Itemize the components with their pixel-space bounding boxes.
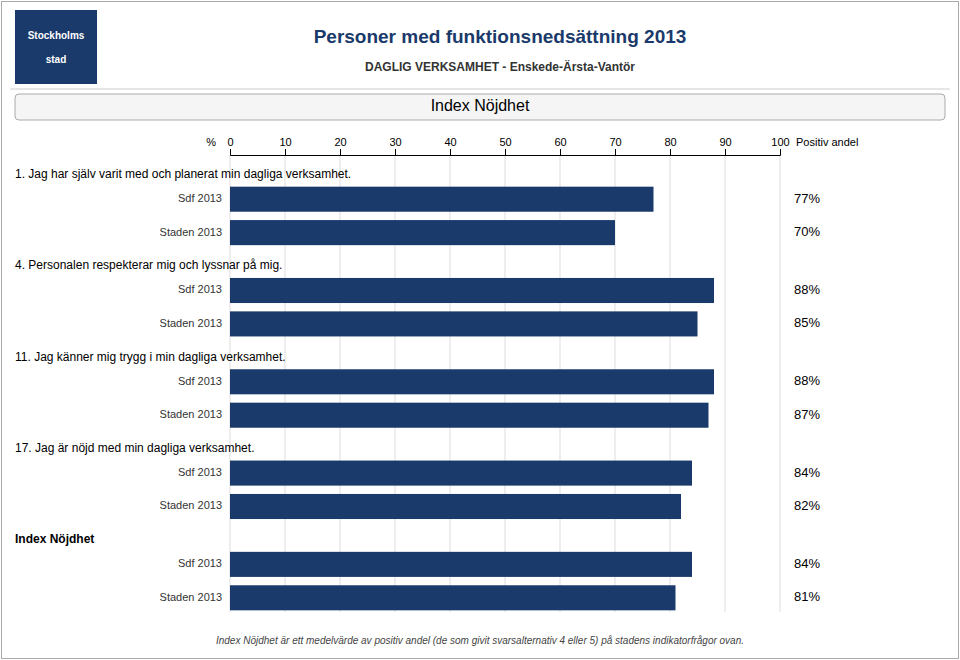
tick-label: 20: [334, 136, 346, 148]
bar-label: Sdf 2013: [178, 375, 222, 387]
title: Personer med funktionsnedsättning 2013: [314, 26, 687, 47]
bar: [230, 278, 714, 303]
bar-label: Staden 2013: [160, 591, 222, 603]
bar: [230, 585, 676, 610]
grid-line: [725, 155, 726, 612]
tick: 80: [664, 136, 676, 155]
tick-mark: [725, 149, 726, 155]
bar-label: Staden 2013: [160, 226, 222, 238]
x-axis-label: Positiv andel: [796, 136, 858, 148]
bars: [230, 187, 714, 611]
panel-title-box: [15, 94, 945, 120]
tick-mark: [615, 149, 616, 155]
bar-label: Staden 2013: [160, 317, 222, 329]
subtitle: DAGLIG VERKSAMHET - Enskede-Ärsta-Vantör: [365, 59, 635, 74]
tick-label: 50: [499, 136, 511, 148]
tick: 30: [389, 136, 401, 155]
tick-mark: [670, 149, 671, 155]
bar: [230, 552, 692, 577]
x-axis: 0 10 20 30 40 50 60 70 80 90 100: [227, 136, 789, 156]
bar-label: Sdf 2013: [178, 466, 222, 478]
tick-label: 0: [227, 136, 233, 148]
bar: [230, 369, 714, 394]
tick-label: 10: [279, 136, 291, 148]
tick-label: 60: [554, 136, 566, 148]
bar: [230, 403, 709, 428]
axis-unit: %: [206, 136, 216, 148]
chart: Stockholms stad Personer med funktionsneds…: [0, 0, 960, 660]
frame: [2, 2, 959, 659]
tick-mark: [450, 149, 451, 155]
tick-label: 30: [389, 136, 401, 148]
tick-mark: [285, 149, 286, 155]
bar-label: Sdf 2013: [178, 557, 222, 569]
data-label: 88%: [794, 373, 820, 388]
tick: 70: [609, 136, 621, 155]
data-label: 81%: [794, 589, 820, 604]
bar: [230, 461, 692, 486]
bar: [230, 311, 698, 336]
bar: [230, 494, 681, 519]
tick-label: 80: [664, 136, 676, 148]
tick: 100: [771, 136, 789, 155]
section-heading: 11. Jag känner mig trygg i min dagliga v…: [15, 350, 286, 364]
tick: 10: [279, 136, 291, 155]
tick-mark: [395, 149, 396, 155]
data-label: 82%: [794, 498, 820, 513]
tick-mark: [560, 149, 561, 155]
tick-mark: [780, 149, 781, 155]
grid: [230, 155, 780, 612]
separator: [10, 89, 950, 90]
tick-label: 70: [609, 136, 621, 148]
section-heading: 1. Jag har själv varit med och planerat …: [15, 167, 351, 181]
bar-label: Staden 2013: [160, 408, 222, 420]
tick: 90: [719, 136, 731, 155]
axis-line: [231, 149, 781, 156]
data-label: 70%: [794, 224, 820, 239]
note: Index Nöjdhet är ett medelvärde av posit…: [216, 635, 744, 646]
tick-mark: [340, 149, 341, 155]
section-heading: Index Nöjdhet: [15, 532, 94, 546]
data-label: 88%: [794, 282, 820, 297]
bar-label: Sdf 2013: [178, 283, 222, 295]
data-label: 77%: [794, 191, 820, 206]
tick-label: 100: [771, 136, 789, 148]
bar: [230, 220, 615, 245]
data-label: 87%: [794, 407, 820, 422]
tick: 60: [554, 136, 566, 155]
tick-mark: [230, 149, 231, 155]
tick-label: 90: [719, 136, 731, 148]
logo-text: stad: [46, 54, 67, 65]
tick-label: 40: [444, 136, 456, 148]
bar-label: Staden 2013: [160, 499, 222, 511]
section-heading: 4. Personalen respekterar mig och lyssna…: [15, 258, 282, 272]
section-heading: 17. Jag är nöjd med min dagliga verksamh…: [15, 441, 254, 455]
logo: [15, 10, 97, 84]
bar: [230, 187, 654, 212]
panel-title: Index Nöjdhet: [431, 97, 530, 114]
data-label: 84%: [794, 465, 820, 480]
tick: 0: [227, 136, 233, 155]
bar-label: Sdf 2013: [178, 192, 222, 204]
data-label: 85%: [794, 315, 820, 330]
grid-line: [780, 155, 781, 612]
tick: 50: [499, 136, 511, 155]
logo-text: Stockholms: [28, 30, 85, 41]
tick: 40: [444, 136, 456, 155]
labels: 1. Jag har själv varit med och planerat …: [15, 167, 820, 604]
tick: 20: [334, 136, 346, 155]
tick-mark: [505, 149, 506, 155]
data-label: 84%: [794, 556, 820, 571]
